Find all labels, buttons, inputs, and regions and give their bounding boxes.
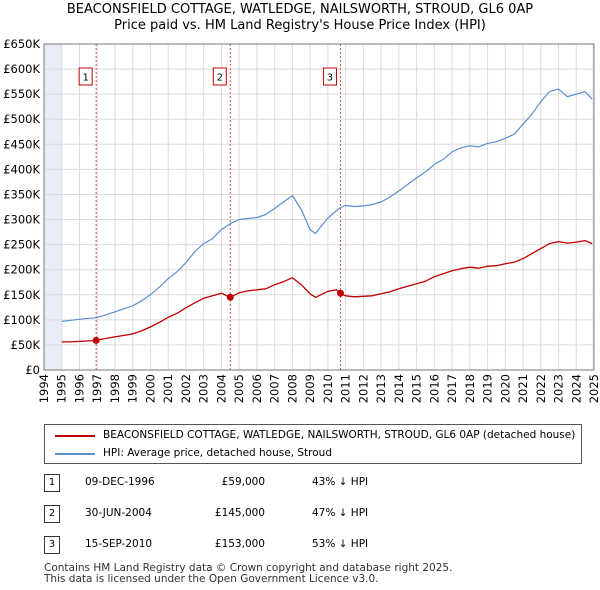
x-tick-label: 2020 (498, 374, 512, 403)
sale-label-number: 1 (82, 73, 88, 84)
x-tick-label: 2006 (250, 374, 264, 403)
x-tick-label: 2011 (339, 374, 353, 403)
x-tick-label: 2002 (179, 374, 193, 403)
sale-number-badge: 1 (44, 474, 60, 492)
sale-hpi-diff: 47% ↓ HPI (312, 507, 369, 519)
y-tick-label: £0 (25, 363, 40, 377)
sale-date: 09-DEC-1996 (85, 476, 155, 488)
x-tick-label: 2003 (197, 374, 211, 403)
footer-licence: This data is licensed under the Open Gov… (44, 573, 379, 585)
sale-point (226, 293, 234, 301)
x-tick-label: 2013 (374, 374, 388, 403)
chart-subtitle: Price paid vs. HM Land Registry's House … (114, 18, 486, 33)
sale-price: £153,000 (214, 538, 265, 550)
x-tick-label: 2017 (445, 374, 459, 403)
sale-date: 30-JUN-2004 (85, 507, 152, 519)
sale-number-badge: 3 (44, 536, 60, 554)
legend: BEACONSFIELD COTTAGE, WATLEDGE, NAILSWOR… (44, 424, 582, 464)
plot-border (43, 43, 595, 371)
x-tick-label: 2024 (569, 374, 583, 403)
sale-hpi-diff: 53% ↓ HPI (312, 538, 369, 550)
sale-label-box (78, 67, 93, 86)
x-tick-label: 2008 (285, 374, 299, 403)
sale-hpi-diff: 43% ↓ HPI (312, 476, 369, 488)
chart-title: BEACONSFIELD COTTAGE, WATLEDGE, NAILSWOR… (66, 2, 534, 17)
x-tick-label: 2025 (587, 374, 600, 403)
x-tick-label: 1998 (108, 374, 122, 403)
x-tick-label: 2009 (303, 374, 317, 403)
x-tick-label: 2010 (321, 374, 335, 403)
hpi-line (61, 88, 593, 322)
shaded-region (44, 44, 62, 370)
y-tick-label: £400K (3, 162, 40, 176)
legend-item-hpi: HPI: Average price, detached house, Stro… (45, 445, 581, 463)
x-tick-label: 2022 (534, 374, 548, 403)
price-chart: £0 £50K £100K £150K £200K £250K £300K £350K £400… (3, 37, 600, 403)
x-tick-label: 2023 (552, 374, 566, 403)
x-tick-label: 2019 (481, 374, 495, 403)
x-tick-label: 2014 (392, 374, 406, 403)
y-tick-label: £350K (3, 187, 40, 201)
y-tick-label: £250K (3, 238, 40, 252)
y-tick-label: £200K (3, 263, 40, 277)
x-tick-label: 2005 (232, 374, 246, 403)
sale-date: 15-SEP-2010 (85, 538, 153, 550)
x-tick-label: 2000 (143, 374, 157, 403)
y-tick-label: £500K (3, 112, 40, 126)
sale-label-number: 2 (217, 73, 223, 84)
y-tick-label: £550K (3, 87, 40, 101)
y-tick-label: £450K (3, 137, 40, 151)
legend-label-property: BEACONSFIELD COTTAGE, WATLEDGE, NAILSWOR… (103, 429, 576, 441)
x-tick-label: 1999 (126, 374, 140, 403)
legend-swatch-property (55, 435, 95, 437)
sale-label-number: 3 (327, 73, 333, 84)
y-tick-label: £150K (3, 288, 40, 302)
x-tick-label: 1994 (37, 374, 51, 403)
legend-swatch-hpi (55, 453, 95, 455)
property-price-line (61, 239, 593, 343)
sale-price: £145,000 (214, 507, 265, 519)
x-tick-label: 2007 (268, 374, 282, 403)
x-tick-label: 1996 (72, 374, 86, 403)
sale-point (336, 289, 344, 297)
sale-label-box (212, 67, 227, 86)
legend-item-property: BEACONSFIELD COTTAGE, WATLEDGE, NAILSWOR… (45, 427, 581, 445)
x-tick-label: 2018 (463, 374, 477, 403)
x-tick-label: 2001 (161, 374, 175, 403)
y-tick-label: £650K (3, 37, 40, 51)
sale-point (92, 336, 100, 344)
x-tick-label: 1997 (90, 374, 104, 403)
x-tick-label: 2015 (410, 374, 424, 403)
y-tick-label: £50K (11, 338, 41, 352)
y-tick-label: £600K (3, 62, 40, 76)
x-tick-label: 1995 (55, 374, 69, 403)
sale-row: 3 15-SEP-2010 £153,000 53% ↓ HPI (0, 536, 600, 556)
x-tick-label: 2012 (356, 374, 370, 403)
x-tick-label: 2016 (427, 374, 441, 403)
sale-row: 1 09-DEC-1996 £59,000 43% ↓ HPI (0, 474, 600, 494)
y-tick-label: £300K (3, 213, 40, 227)
x-tick-label: 2004 (214, 374, 228, 403)
shaded-region (592, 44, 594, 370)
footer-copyright: Contains HM Land Registry data © Crown c… (44, 562, 453, 574)
sale-price: £59,000 (221, 476, 265, 488)
y-tick-label: £100K (3, 313, 40, 327)
legend-label-hpi: HPI: Average price, detached house, Stro… (103, 447, 332, 459)
sale-number-badge: 2 (44, 505, 60, 523)
plot-area (44, 44, 594, 370)
sale-label-box (322, 67, 337, 86)
sale-row: 2 30-JUN-2004 £145,000 47% ↓ HPI (0, 505, 600, 525)
x-tick-label: 2021 (516, 374, 530, 403)
